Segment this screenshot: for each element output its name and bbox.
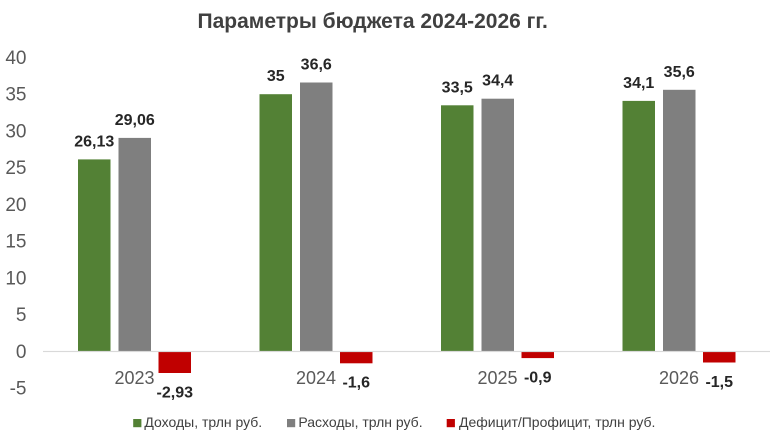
svg-text:34,4: 34,4 <box>482 73 513 90</box>
svg-text:5: 5 <box>16 305 27 326</box>
svg-text:0: 0 <box>16 342 27 363</box>
svg-text:2025: 2025 <box>477 368 517 388</box>
svg-text:-0,9: -0,9 <box>524 370 552 387</box>
svg-text:34,1: 34,1 <box>623 75 654 92</box>
svg-text:-1,5: -1,5 <box>705 374 733 391</box>
svg-text:Дефицит/Профицит, трлн руб.: Дефицит/Профицит, трлн руб. <box>459 414 655 430</box>
svg-text:35: 35 <box>5 85 26 106</box>
svg-text:2023: 2023 <box>114 368 154 388</box>
svg-text:30: 30 <box>5 121 26 142</box>
svg-text:Параметры бюджета 2024-2026 гг: Параметры бюджета 2024-2026 гг. <box>198 10 548 33</box>
svg-text:35: 35 <box>267 68 285 85</box>
svg-text:33,5: 33,5 <box>442 79 473 96</box>
svg-text:20: 20 <box>5 195 26 216</box>
svg-text:25: 25 <box>5 158 26 179</box>
svg-text:15: 15 <box>5 232 26 253</box>
svg-text:40: 40 <box>5 48 26 69</box>
svg-text:Расходы, трлн руб.: Расходы, трлн руб. <box>298 414 422 430</box>
svg-text:2026: 2026 <box>659 368 699 388</box>
svg-text:29,06: 29,06 <box>115 112 155 129</box>
svg-text:35,6: 35,6 <box>664 64 695 81</box>
svg-text:10: 10 <box>5 268 26 289</box>
svg-text:2024: 2024 <box>296 368 336 388</box>
svg-text:-1,6: -1,6 <box>342 375 370 392</box>
svg-text:36,6: 36,6 <box>301 57 332 74</box>
svg-text:Доходы, трлн руб.: Доходы, трлн руб. <box>144 414 262 430</box>
svg-text:-2,93: -2,93 <box>157 384 194 401</box>
svg-text:-5: -5 <box>10 379 27 400</box>
svg-text:26,13: 26,13 <box>74 133 114 150</box>
